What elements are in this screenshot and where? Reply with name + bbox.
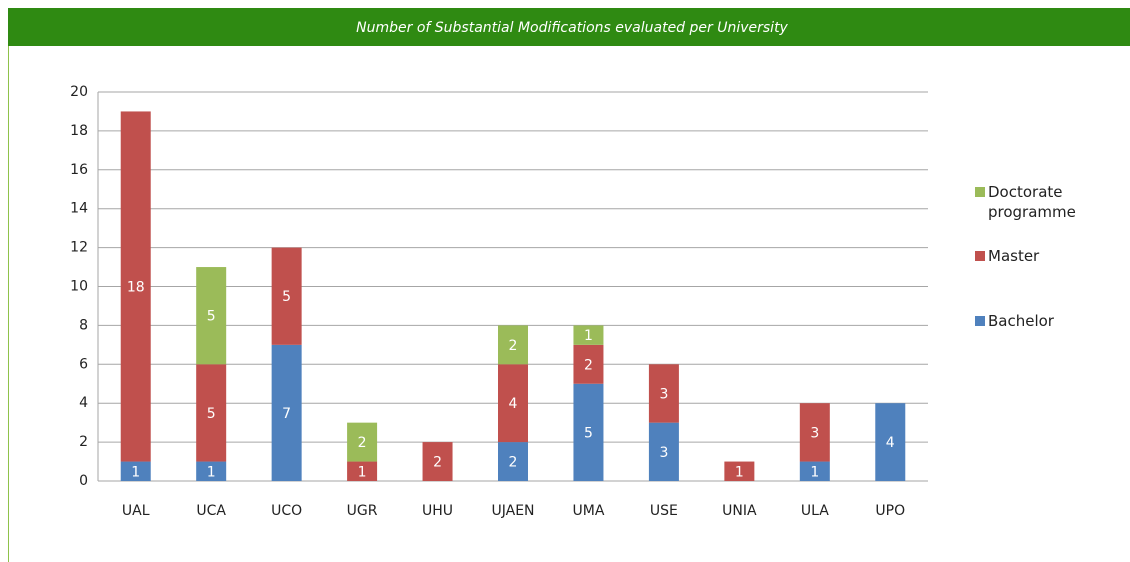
data-label: 5 [282,289,291,305]
bar-segment [498,325,528,365]
data-label: 2 [358,435,367,451]
y-tick-label: 0 [79,473,88,489]
bar-segment [196,267,227,365]
y-tick-label: 8 [79,317,88,333]
bar-segment [422,442,453,481]
legend-swatch [975,316,985,326]
x-tick-label: UJAEN [491,503,534,519]
x-tick-label: UPO [875,503,905,519]
bar-segment [799,461,830,481]
bar-segment [799,403,830,462]
bar-segment [196,461,227,481]
data-label: 2 [584,357,593,373]
data-label: 1 [584,328,593,344]
bar-segment [724,461,755,481]
y-tick-label: 6 [79,356,88,372]
data-label: 2 [509,338,518,354]
chart-title: Number of Substantial Modifications eval… [356,20,788,36]
y-tick-label: 20 [70,84,88,100]
x-tick-label: USE [650,503,678,519]
bar-segment [120,111,151,462]
data-label: 5 [207,309,216,325]
x-tick-label: UAL [122,503,150,519]
bar-segment [875,403,906,481]
bar-segment [196,364,227,462]
x-tick-label: ULA [801,503,829,519]
y-tick-label: 18 [70,123,88,139]
bar-segment [648,422,679,481]
data-label: 1 [131,464,140,480]
header-bar [8,8,1130,46]
data-label: 2 [509,455,518,471]
data-label: 1 [810,464,819,480]
y-tick-label: 10 [70,279,88,295]
y-tick-label: 14 [70,201,88,217]
x-tick-label: UMA [573,503,605,519]
bar-segment [498,442,528,481]
data-label: 4 [509,396,518,412]
data-label: 3 [659,445,668,461]
x-tick-label: UNIA [722,503,757,519]
bar-segment [498,364,528,443]
data-label: 7 [282,406,291,422]
legend-label: Master [988,247,1040,265]
data-label: 18 [127,280,145,296]
bar-segment [271,344,302,481]
x-tick-label: UHU [422,503,453,519]
data-label: 3 [659,386,668,402]
data-label: 1 [735,464,744,480]
data-label: 1 [207,464,216,480]
data-label: 5 [207,406,216,422]
bar-segment [347,461,378,481]
legend-label: Bachelor [988,312,1054,330]
y-tick-label: 16 [70,162,88,178]
bar-segment [271,247,302,345]
x-tick-label: UGR [347,503,378,519]
data-label: 5 [584,425,593,441]
x-tick-label: UCO [271,503,302,519]
bar-segment [573,383,604,481]
y-tick-label: 2 [79,434,88,450]
bar-segment [347,422,378,462]
bar-segment [648,364,679,423]
y-tick-label: 4 [79,395,88,411]
bar-segment [120,461,151,481]
bar-segment [573,344,604,384]
data-label: 1 [358,464,367,480]
legend-swatch [975,187,985,197]
legend-swatch [975,251,985,261]
legend-label: Doctorate programme [988,183,1076,221]
x-tick-label: UCA [196,503,226,519]
data-label: 3 [810,425,819,441]
y-tick-label: 12 [70,240,88,256]
data-label: 4 [886,435,895,451]
bar-segment [573,325,604,345]
data-label: 2 [433,455,442,471]
